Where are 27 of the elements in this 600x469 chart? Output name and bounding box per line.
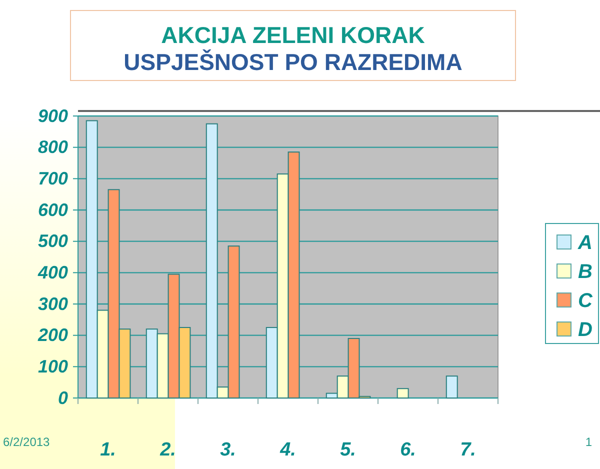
y-tick-label: 200 bbox=[36, 325, 68, 346]
chart-title: AKCIJA ZELENI KORAK bbox=[161, 22, 426, 48]
y-tick-label: 700 bbox=[38, 168, 68, 188]
x-tick-label: 4. bbox=[279, 439, 296, 460]
bar bbox=[396, 388, 409, 398]
x-tick-label: 7. bbox=[460, 439, 476, 460]
bar bbox=[446, 376, 458, 398]
y-tick-label: 500 bbox=[38, 231, 68, 252]
legend-label: C bbox=[578, 290, 593, 312]
text: 6/2/2013 bbox=[3, 435, 50, 449]
text: 1 bbox=[585, 435, 592, 449]
y-tick-label: 300 bbox=[38, 294, 68, 314]
x-tick-label: 3. bbox=[220, 439, 236, 460]
x-tick-label: 5. bbox=[340, 439, 356, 460]
legend-label: D bbox=[578, 319, 592, 341]
y-tick-label: 100 bbox=[38, 356, 68, 376]
legend-label: B bbox=[578, 261, 592, 283]
y-tick-label: 0 bbox=[58, 388, 68, 408]
x-tick-label: 1. bbox=[100, 439, 116, 460]
y-tick-label: 900 bbox=[38, 106, 68, 126]
x-tick-label: 6. bbox=[400, 439, 416, 460]
y-tick-label: 600 bbox=[38, 200, 68, 220]
y-tick-label: 400 bbox=[36, 262, 68, 282]
legend-label: A bbox=[577, 232, 592, 254]
x-tick-label: 2. bbox=[159, 439, 176, 460]
chart-subtitle: USPJEŠNOST PO RAZREDIMA bbox=[124, 49, 462, 75]
y-tick-label: 800 bbox=[38, 137, 68, 158]
